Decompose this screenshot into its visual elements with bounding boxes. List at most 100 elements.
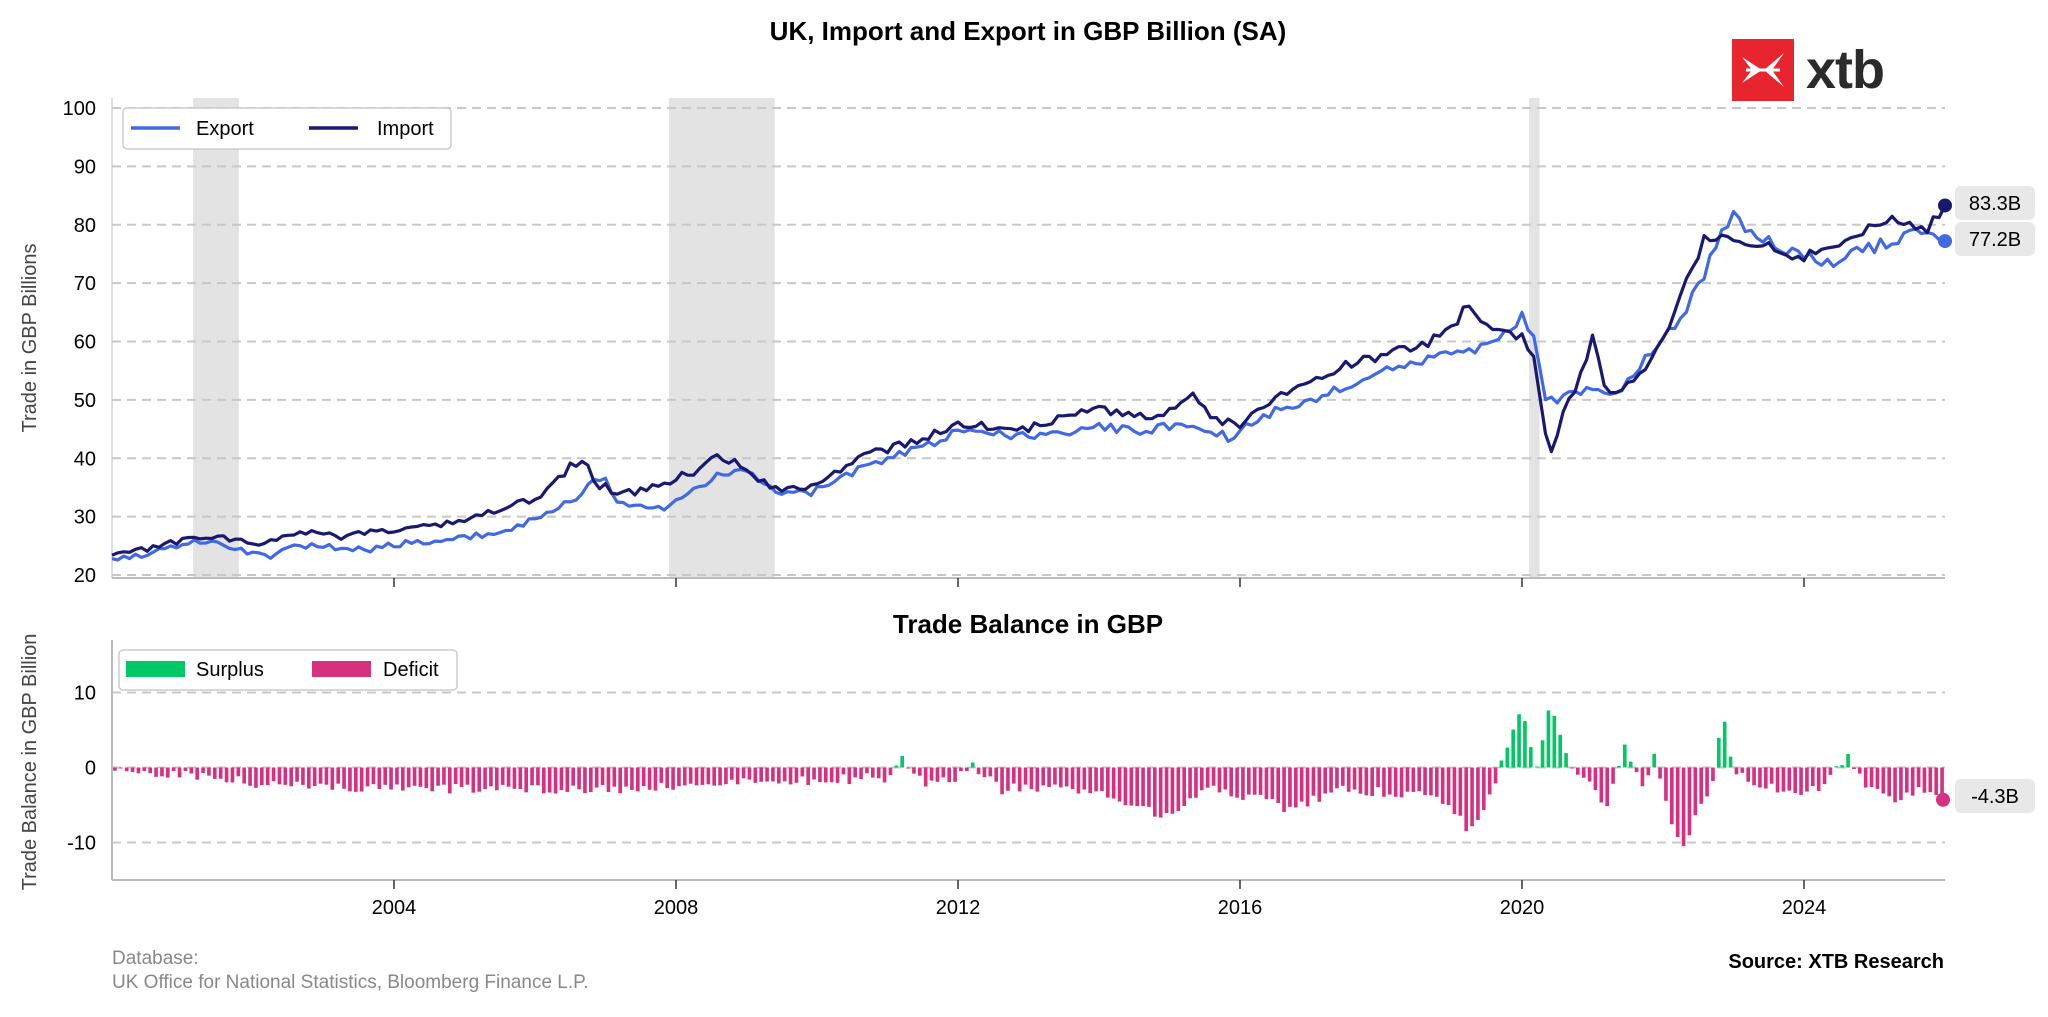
deficit-bar (823, 767, 828, 783)
deficit-bar (453, 767, 458, 785)
deficit-bar (1605, 767, 1610, 807)
deficit-bar (183, 767, 188, 771)
deficit-bar (759, 767, 764, 782)
deficit-bar (289, 767, 294, 787)
y-tick-label: -10 (67, 833, 96, 855)
deficit-bar (1781, 767, 1786, 792)
deficit-bar (1053, 767, 1057, 785)
deficit-bar (1270, 767, 1275, 799)
deficit-bar (1423, 767, 1427, 796)
import-series-line (111, 204, 1947, 557)
deficit-bar (1276, 767, 1281, 804)
deficit-bar (1487, 767, 1492, 795)
surplus-bar (1523, 721, 1527, 768)
deficit-bar (1916, 767, 1921, 788)
y-tick-label: 80 (74, 215, 96, 237)
deficit-bar (330, 767, 335, 790)
deficit-bar (271, 767, 276, 782)
deficit-bar (154, 767, 158, 777)
deficit-bar (988, 767, 993, 777)
deficit-bar (1699, 767, 1704, 804)
deficit-bar (1787, 767, 1792, 791)
deficit-bar (1141, 767, 1145, 807)
deficit-bar (1111, 767, 1116, 799)
y-tick-label: 70 (74, 273, 96, 295)
deficit-bar (118, 767, 123, 769)
surplus-bar (894, 765, 899, 768)
deficit-bar (741, 767, 746, 779)
deficit-bar (283, 767, 288, 785)
x-tick-label: 2004 (372, 897, 417, 919)
deficit-bar (424, 767, 429, 789)
deficit-bar (1246, 767, 1251, 795)
deficit-bar (935, 767, 940, 782)
deficit-bar (1329, 767, 1333, 793)
deficit-bar (1082, 767, 1087, 790)
surplus-bar (1534, 766, 1539, 768)
deficit-bar (165, 767, 170, 778)
deficit-bar (1769, 767, 1774, 784)
deficit-bar (706, 767, 711, 785)
deficit-bar (547, 767, 552, 793)
deficit-bar (1058, 767, 1063, 788)
bottom-y-axis-label: Trade Balance in GBP Billion (19, 634, 41, 891)
deficit-bar (1875, 767, 1880, 789)
deficit-bar (353, 767, 358, 792)
deficit-bar (641, 767, 646, 787)
deficit-bar (489, 767, 493, 787)
deficit-bar (1452, 767, 1457, 815)
deficit-bar (694, 767, 699, 786)
deficit-bar (1088, 767, 1093, 794)
deficit-bar (1387, 767, 1392, 795)
deficit-bar (1640, 767, 1645, 787)
deficit-bar (923, 767, 928, 787)
deficit-bar (1810, 767, 1815, 787)
deficit-bar (559, 767, 564, 791)
deficit-bar (1382, 767, 1386, 797)
deficit-bar (512, 767, 517, 789)
deficit-bar (318, 767, 323, 784)
deficit-bar (753, 767, 758, 783)
deficit-bar (1664, 767, 1668, 801)
deficit-bar (136, 767, 141, 774)
deficit-bar (324, 767, 329, 785)
deficit-bar (712, 767, 717, 786)
deficit-bar (1100, 767, 1104, 792)
deficit-bar (1570, 767, 1574, 769)
surplus-bar (900, 756, 905, 768)
end-label-export: 77.2B (1955, 222, 2035, 256)
deficit-bar (1176, 767, 1181, 811)
end-label-balance: -4.3B (1955, 779, 2035, 813)
deficit-bar (1593, 767, 1598, 791)
deficit-bar (1675, 767, 1680, 838)
deficit-bar (348, 767, 352, 792)
deficit-bar (447, 767, 452, 794)
deficit-bar (541, 767, 546, 794)
legend-surplus-label: Surplus (196, 659, 264, 681)
surplus-bar (1652, 753, 1657, 768)
deficit-bar (377, 767, 382, 789)
deficit-bar (1928, 767, 1933, 793)
deficit-bar (1887, 767, 1892, 797)
deficit-bar (248, 767, 252, 786)
deficit-bar (436, 767, 440, 786)
deficit-bar (853, 767, 858, 778)
deficit-bar (418, 767, 423, 787)
svg-text:83.3B: 83.3B (1969, 193, 2021, 215)
deficit-bar (847, 767, 852, 785)
surplus-bar (1834, 766, 1839, 768)
deficit-bar (148, 767, 153, 774)
deficit-bar (530, 767, 534, 786)
deficit-bar (1035, 767, 1040, 792)
deficit-bar (406, 767, 411, 788)
deficit-bar (829, 767, 834, 783)
deficit-bar (929, 767, 934, 781)
deficit-bar (906, 767, 910, 769)
legend-deficit-label: Deficit (383, 659, 439, 681)
deficit-bar (301, 767, 305, 785)
deficit-bar (1188, 767, 1192, 799)
deficit-bar (389, 767, 393, 790)
database-label: Database: (112, 948, 199, 969)
y-tick-label: 100 (63, 98, 96, 120)
surplus-bar (1728, 756, 1733, 768)
